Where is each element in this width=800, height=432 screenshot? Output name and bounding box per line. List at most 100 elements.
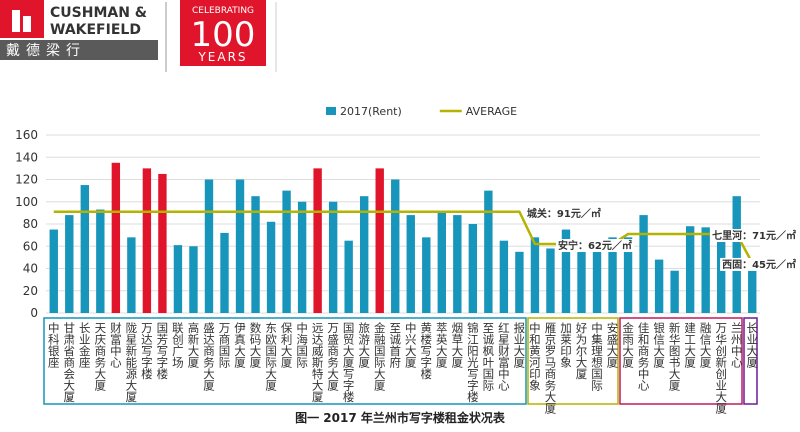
legend-label: AVERAGE (466, 105, 517, 118)
y-tick-label: 0 (30, 306, 38, 320)
x-tick-label: 融信大厦 (699, 322, 713, 368)
bar (453, 215, 462, 313)
bar (515, 251, 524, 313)
bar (437, 212, 446, 313)
x-tick-label: 金雨大厦 (621, 321, 635, 368)
annotation-bg (555, 239, 634, 253)
bar (96, 209, 105, 313)
bar (654, 259, 664, 313)
bar (748, 262, 757, 313)
x-tick-label: 数码大厦 (249, 321, 263, 368)
x-tick-label: 加莱印象 (559, 322, 573, 368)
y-tick-label: 140 (15, 150, 38, 164)
x-tick-label: 伊真大厦 (233, 322, 247, 368)
bar (717, 237, 726, 313)
bar (189, 246, 198, 313)
y-tick-label: 160 (15, 128, 38, 142)
legend-swatch (326, 107, 336, 115)
bar (670, 270, 679, 313)
logo-icon (23, 16, 31, 32)
x-tick-label: 雁京罗马商务大厦 (543, 322, 557, 414)
x-tick-label: 联创广场 (171, 321, 185, 369)
x-tick-label: 黄楼写字楼 (419, 321, 433, 380)
x-tick-label: 保利大厦 (280, 321, 294, 368)
bar (204, 179, 214, 313)
y-tick-label: 120 (15, 173, 38, 187)
bar (685, 226, 695, 313)
x-tick-label: 兰州中心 (730, 322, 744, 368)
x-tick-label: 至诚首府 (388, 322, 402, 369)
bar (235, 179, 245, 313)
x-tick-label: 中集理想国际 (590, 322, 604, 392)
annotation-bg (524, 206, 603, 220)
bar (251, 196, 260, 313)
x-tick-label: 中和黄河印象 (528, 322, 542, 391)
y-tick-label: 20 (23, 284, 38, 298)
x-tick-label: 旅游大厦 (357, 321, 371, 368)
x-tick-label: 建工大厦 (683, 321, 697, 368)
bar (328, 201, 338, 313)
district-box (619, 317, 743, 405)
badge-top: CELEBRATING (192, 6, 254, 16)
x-tick-label: 银信大厦 (652, 321, 666, 368)
y-tick-label: 100 (15, 195, 38, 209)
x-tick-label: 安盛大厦 (606, 321, 620, 368)
bar (592, 240, 602, 313)
bar (577, 246, 586, 313)
bar (266, 221, 276, 313)
bar (561, 229, 571, 313)
x-tick-label: 甘肃省商会大厦 (62, 322, 76, 403)
x-tick-label: 萃英大厦 (435, 322, 449, 368)
x-tick-label: 陇星新能源大厦 (124, 321, 138, 402)
bar (546, 248, 555, 313)
x-tick-label: 长业金座 (78, 322, 92, 369)
logo-icon (12, 10, 20, 32)
x-tick-label: 好为尔大厦 (575, 321, 589, 379)
caption: 图一 2017 年兰州市写字楼租金状况表 (295, 410, 506, 425)
bar (65, 215, 74, 313)
x-tick-label: 锦江阳光写字楼 (466, 321, 480, 403)
district-box (743, 317, 758, 405)
annotation-bg (720, 257, 798, 271)
bar (608, 237, 617, 313)
x-tick-label: 新华图书大厦 (668, 321, 682, 391)
bar (158, 173, 167, 313)
brand-cn-box (0, 40, 158, 60)
x-tick-label: 天庆商务大厦 (93, 322, 107, 391)
x-tick-label: 中海国际 (295, 322, 309, 369)
x-tick-label: 高新大厦 (186, 321, 200, 368)
brand-line: CUSHMAN & (50, 5, 147, 21)
average-line (53, 210, 754, 264)
bar (313, 168, 322, 313)
x-tick-label: 财富中心 (109, 321, 123, 368)
x-tick-label: 红星财富中心 (497, 322, 511, 391)
bar (391, 179, 400, 313)
brand-line: WAKEFIELD (50, 22, 141, 38)
bar (732, 196, 741, 313)
x-tick-label: 东欧国际大厦 (264, 322, 278, 391)
bar (468, 224, 478, 313)
x-tick-label: 金融国际大厦 (373, 321, 387, 391)
y-tick-label: 80 (23, 217, 38, 231)
bar (484, 190, 493, 313)
brand-cn: 戴德梁行 (6, 43, 86, 59)
bar (111, 162, 121, 313)
x-tick-label: 万华创新创业大厦 (714, 322, 728, 414)
legend-label: 2017(Rent) (340, 105, 402, 118)
x-tick-label: 长业大厦 (745, 322, 759, 368)
district-box (527, 317, 619, 405)
annotation: 城关：91元／㎡ (527, 207, 601, 220)
bar (282, 190, 291, 313)
annotation: 七里河：71元／㎡ (712, 229, 796, 242)
badge-number: 100 (191, 15, 256, 55)
bar (344, 240, 353, 313)
bar (220, 232, 229, 313)
bar (422, 237, 431, 313)
logo-mark (0, 0, 44, 38)
x-tick-label: 万商国际 (218, 322, 232, 369)
bar (80, 185, 89, 313)
bar (297, 201, 307, 313)
x-tick-label: 盛达商务大厦 (202, 321, 216, 391)
bar (701, 227, 710, 313)
